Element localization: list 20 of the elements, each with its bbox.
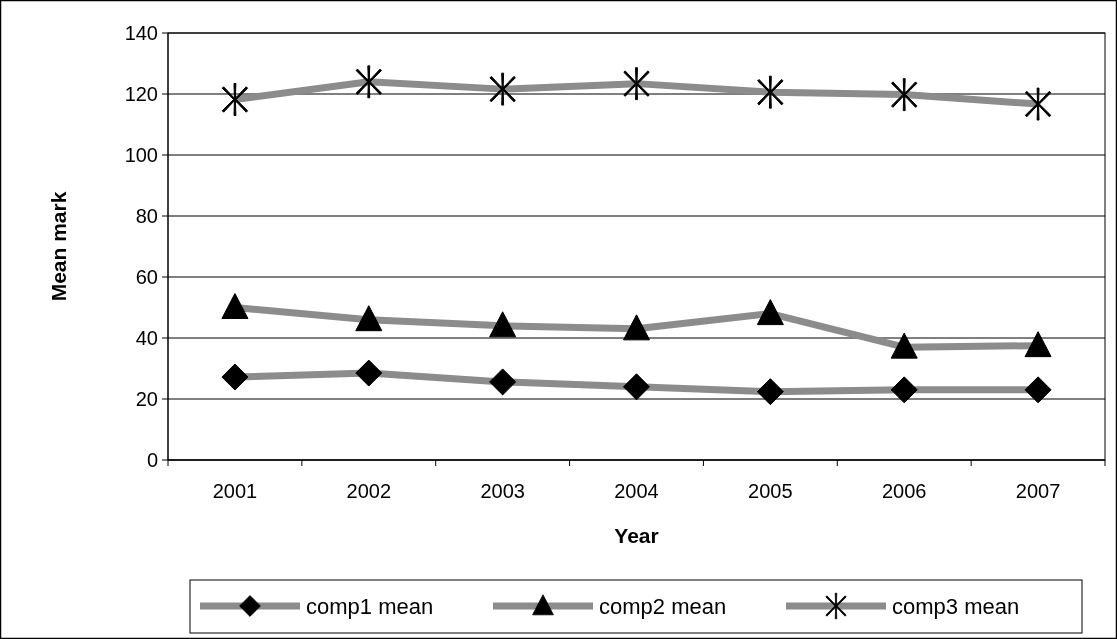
x-tick-label: 2002 bbox=[346, 480, 392, 502]
x-tick-label: 2003 bbox=[480, 480, 525, 502]
y-tick-label: 40 bbox=[135, 327, 158, 349]
y-tick-label: 0 bbox=[146, 449, 158, 471]
y-tick-label: 80 bbox=[135, 205, 158, 227]
legend-label: comp3 mean bbox=[892, 593, 1020, 619]
y-tick-label: 120 bbox=[124, 83, 158, 105]
legend-label: comp2 mean bbox=[599, 593, 727, 619]
x-tick-label: 2005 bbox=[748, 480, 793, 502]
x-tick-label: 2001 bbox=[212, 480, 258, 502]
y-tick-label: 60 bbox=[135, 266, 158, 288]
x-axis-title: Year bbox=[614, 524, 659, 547]
legend-label: comp1 mean bbox=[306, 593, 434, 619]
x-tick-label: 2006 bbox=[881, 480, 927, 502]
y-tick-label: 140 bbox=[124, 22, 158, 44]
y-tick-label: 100 bbox=[124, 144, 158, 166]
x-tick-label: 2007 bbox=[1015, 480, 1061, 502]
x-tick-label: 2004 bbox=[614, 480, 659, 502]
y-tick-label: 20 bbox=[135, 388, 158, 410]
y-axis-title: Mean mark bbox=[47, 191, 70, 302]
